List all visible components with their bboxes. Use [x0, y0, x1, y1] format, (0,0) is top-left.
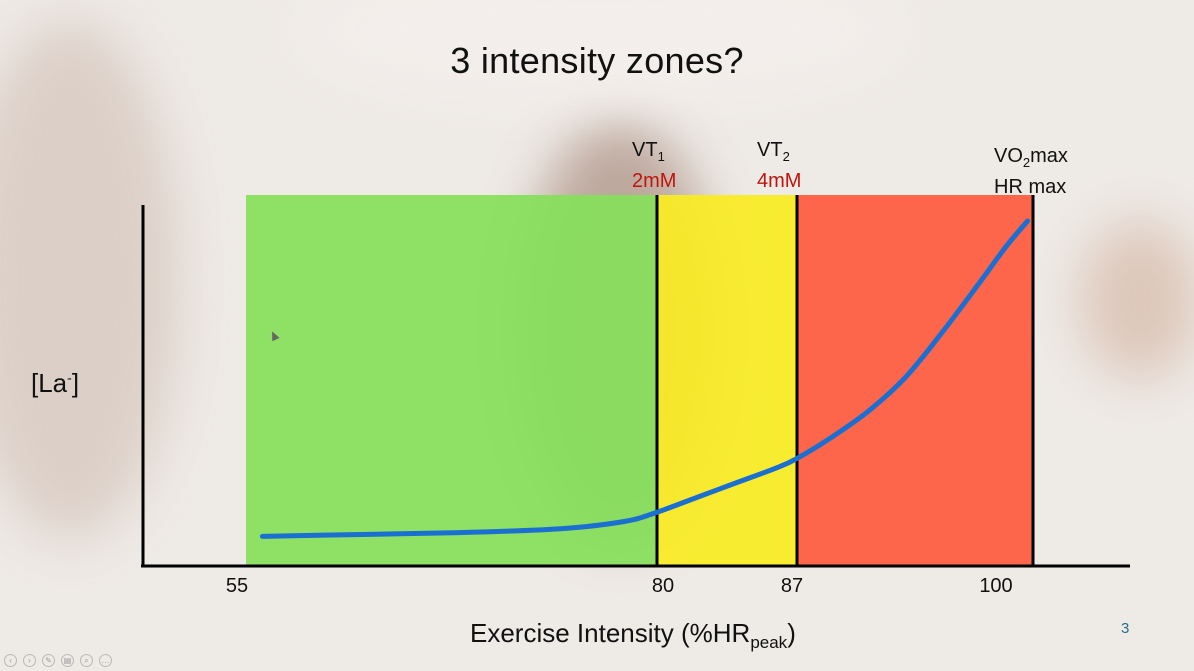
- vt2-sublabel: 4mM: [757, 170, 802, 192]
- zone-2-band: [657, 195, 797, 566]
- slide-title: 3 intensity zones?: [450, 40, 744, 81]
- y-axis-label: [La-]: [31, 368, 80, 398]
- page-number: 3: [1121, 620, 1130, 637]
- threshold-lines: [655, 195, 1035, 566]
- x-axis-label: Exercise Intensity (%HRpeak): [470, 618, 796, 653]
- pen-icon[interactable]: ✎: [42, 654, 55, 667]
- previous-icon[interactable]: ‹: [4, 654, 17, 667]
- x-tick-label: 100: [979, 575, 1013, 597]
- vt2-name: VT2: [757, 139, 790, 164]
- background-photo: [0, 20, 180, 540]
- more-icon[interactable]: …: [99, 654, 112, 667]
- vt2-label: VT2 4mM: [757, 138, 801, 193]
- zone-1-band: [246, 195, 657, 566]
- vt1-sublabel: 2mM: [632, 170, 677, 192]
- next-icon[interactable]: ›: [23, 654, 36, 667]
- x-tick-label: 80: [651, 575, 675, 597]
- vo2max-label: VO2max HR max: [994, 145, 1068, 198]
- background-photo-arm: [1080, 220, 1194, 380]
- vt1-label: VT1 2mM: [632, 138, 676, 193]
- vt1-name: VT1: [632, 139, 665, 164]
- zone-3-band: [797, 195, 1033, 566]
- x-tick-label: 55: [225, 575, 249, 597]
- presentation-toolbar: ‹ › ✎ ▤ ⌕ …: [4, 654, 112, 667]
- slides-icon[interactable]: ▤: [61, 654, 74, 667]
- lactate-curve: [259, 218, 1031, 539]
- x-tick-label: 87: [780, 575, 804, 597]
- zoom-icon[interactable]: ⌕: [80, 654, 93, 667]
- intensity-zones: [246, 195, 1033, 566]
